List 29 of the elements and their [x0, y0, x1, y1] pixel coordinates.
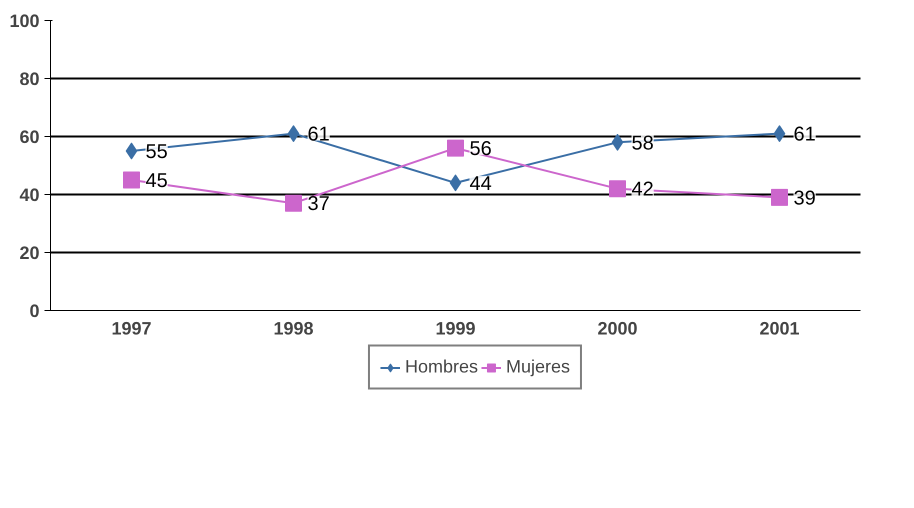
data-label: 39 — [794, 187, 816, 210]
point — [123, 172, 140, 188]
y-tick-label: 100 — [9, 11, 40, 31]
point — [285, 194, 302, 212]
y-tick-label: 20 — [19, 243, 40, 263]
y-tick-label: 60 — [19, 127, 40, 147]
data-label: 45 — [146, 170, 168, 192]
data-label: 61 — [308, 124, 330, 146]
data-label: 42 — [632, 178, 654, 201]
legend-label: Hombres — [404, 356, 478, 378]
x-tick-label: 2001 — [759, 318, 800, 338]
legend-label: Mujeres — [506, 356, 570, 378]
point — [771, 188, 788, 206]
data-label: 58 — [632, 132, 654, 154]
data-label: 61 — [794, 124, 816, 146]
point — [447, 140, 464, 157]
data-label: 44 — [470, 172, 492, 195]
data-label: 56 — [470, 138, 492, 160]
data-label: 37 — [308, 193, 330, 216]
point — [126, 142, 138, 160]
x-tick-label: 1997 — [111, 318, 152, 338]
x-tick-label: 2000 — [597, 318, 638, 338]
data-label: 55 — [146, 141, 168, 163]
x-tick-label: 1999 — [435, 318, 476, 338]
y-tick-label: 80 — [19, 69, 40, 89]
point — [609, 180, 626, 198]
y-tick-label: 0 — [29, 301, 40, 321]
x-tick-label: 1998 — [273, 318, 314, 338]
y-tick-label: 40 — [19, 185, 40, 205]
